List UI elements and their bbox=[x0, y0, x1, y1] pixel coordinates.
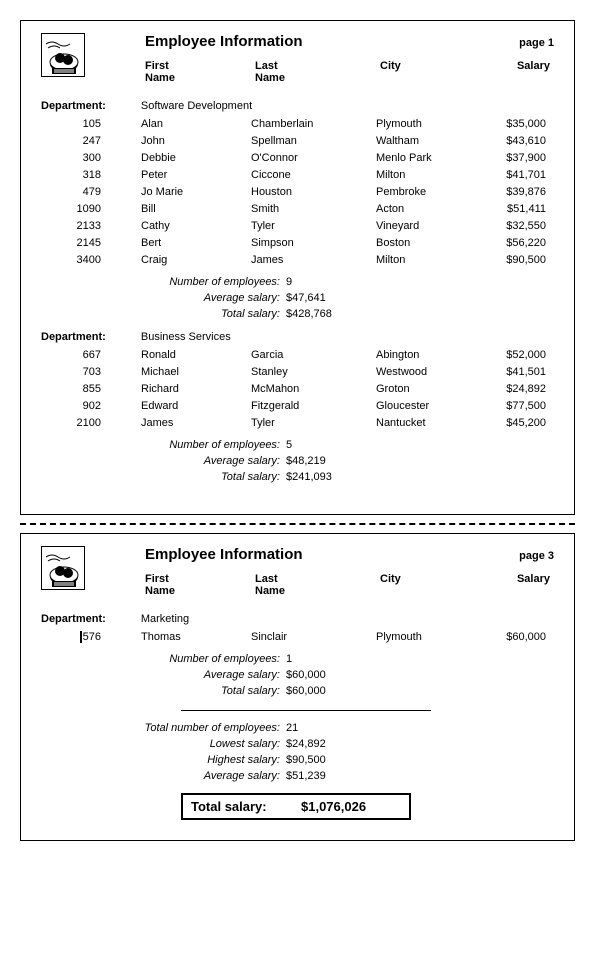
employee-row: 3400 Craig James Milton $90,500 bbox=[41, 252, 554, 269]
department-name: Marketing bbox=[141, 613, 189, 625]
employee-row: 1090 Bill Smith Acton $51,411 bbox=[41, 201, 554, 218]
text-cursor bbox=[80, 631, 82, 643]
page-number: page 1 bbox=[519, 37, 554, 49]
employee-row: 247 John Spellman Waltham $43,610 bbox=[41, 133, 554, 150]
report-logo bbox=[41, 33, 85, 77]
employee-row: 2100 James Tyler Nantucket $45,200 bbox=[41, 415, 554, 432]
department-summary: Number of employees:9 Average salary:$47… bbox=[41, 275, 554, 323]
report-title: Employee Information bbox=[145, 33, 303, 50]
employee-row: 902 Edward Fitzgerald Gloucester $77,500 bbox=[41, 398, 554, 415]
column-headers: FirstName LastName City Salary bbox=[145, 573, 554, 597]
department-label: Department: bbox=[41, 331, 106, 343]
department-name: Software Development bbox=[141, 100, 252, 112]
employee-row: 479 Jo Marie Houston Pembroke $39,876 bbox=[41, 184, 554, 201]
report-title: Employee Information bbox=[145, 546, 303, 563]
report-logo bbox=[41, 546, 85, 590]
department-name: Business Services bbox=[141, 331, 231, 343]
employee-row: 667 Ronald Garcia Abington $52,000 bbox=[41, 347, 554, 364]
grand-summary: Total number of employees:21 Lowest sala… bbox=[41, 721, 554, 785]
department-label: Department: bbox=[41, 613, 106, 625]
employee-row: 2133 Cathy Tyler Vineyard $32,550 bbox=[41, 218, 554, 235]
employee-row: 318 Peter Ciccone Milton $41,701 bbox=[41, 167, 554, 184]
employee-row: 300 Debbie O'Connor Menlo Park $37,900 bbox=[41, 150, 554, 167]
total-salary-box: Total salary: $1,076,026 bbox=[181, 793, 411, 820]
page-number: page 3 bbox=[519, 550, 554, 562]
report-page: Employee Information page 3 FirstName La… bbox=[20, 533, 575, 841]
department-summary: Number of employees:5 Average salary:$48… bbox=[41, 438, 554, 486]
department-label: Department: bbox=[41, 100, 106, 112]
column-headers: FirstName LastName City Salary bbox=[145, 60, 554, 84]
employee-row: 576 Thomas Sinclair Plymouth $60,000 bbox=[41, 629, 554, 646]
employee-row: 855 Richard McMahon Groton $24,892 bbox=[41, 381, 554, 398]
page-break bbox=[20, 523, 575, 525]
grand-divider bbox=[181, 710, 431, 711]
report-page: Employee Information page 1 FirstName La… bbox=[20, 20, 575, 515]
department-summary: Number of employees:1 Average salary:$60… bbox=[41, 652, 554, 700]
employee-row: 703 Michael Stanley Westwood $41,501 bbox=[41, 364, 554, 381]
employee-row: 105 Alan Chamberlain Plymouth $35,000 bbox=[41, 116, 554, 133]
employee-row: 2145 Bert Simpson Boston $56,220 bbox=[41, 235, 554, 252]
